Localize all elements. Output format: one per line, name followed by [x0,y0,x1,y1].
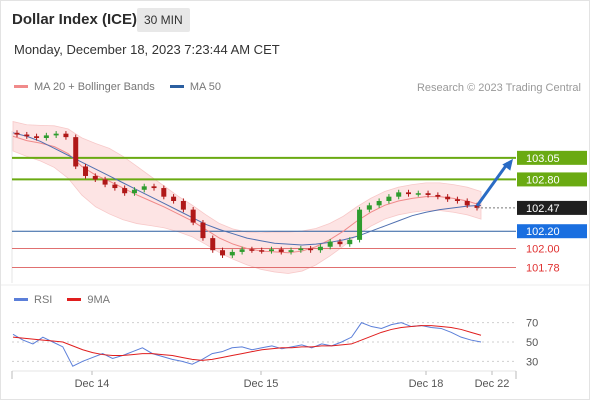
candle-body [239,249,245,252]
candle-body [435,194,441,197]
candle-body [73,137,79,167]
legend-swatch-ma20 [14,84,28,88]
candle-body [220,250,226,256]
candle-body [210,238,216,251]
candle-body [278,249,284,252]
candle-body [474,205,480,208]
x-tick-label: Dec 22 [475,378,510,390]
candle-body [347,239,353,245]
candle-body [131,189,137,194]
candle-body [141,186,147,190]
rsi-tick-label: 50 [526,337,538,349]
candle-body [405,192,411,195]
candle-body [445,196,451,200]
candle-body [327,241,333,247]
rsi-tick-label: 70 [526,318,538,330]
legend-item-rsi: RSI [14,294,52,306]
pivot-label-bg [517,224,587,239]
legend-item-9ma: 9MA [67,294,110,306]
projection-arrow [475,161,510,207]
legend-label-ma50: MA 50 [189,81,222,93]
legend-item-ma50: MA 50 [169,81,222,93]
support-label-1: 102.00 [526,243,560,255]
candle-body [268,249,274,252]
rsi-legend: RSI 9MA [14,294,122,306]
ma50-line [12,132,482,246]
resistance-label-2-bg [517,172,587,187]
candle-body [249,249,255,251]
candle-body [180,201,186,210]
candle-body [102,179,108,185]
candle-body [357,209,363,240]
candle-body [288,250,294,252]
candle-body [112,184,118,189]
candle-body [337,241,343,245]
candle-body [308,248,314,251]
candle-body [24,134,30,137]
resistance-label-1-bg [517,150,587,165]
last-price-label: 102.47 [526,203,560,215]
ma20-line [12,135,482,254]
candle-body [415,193,421,195]
candle-body [229,251,235,256]
candle-body [366,205,372,210]
legend-label-9ma: 9MA [87,294,111,306]
candle-body [53,133,59,136]
candle-body [200,222,206,239]
candle-body [298,248,304,251]
candle-body [122,188,128,194]
bollinger-band [12,121,482,274]
x-tick-label: Dec 15 [244,378,279,390]
instrument-title: Dollar Index (ICE) [12,11,138,28]
candle-body [161,188,167,197]
legend-label-rsi: RSI [34,294,53,306]
legend-label-ma20: MA 20 + Bollinger Bands [34,81,155,93]
resistance-label-1: 103.05 [526,153,560,165]
candle-body [454,199,460,201]
rsi-line [12,322,482,367]
x-tick-label: Dec 14 [75,378,110,390]
candle-body [386,196,392,201]
legend-item-ma20: MA 20 + Bollinger Bands [14,81,155,93]
rsi-tick-label: 30 [526,356,538,368]
candle-body [171,196,177,201]
legend-swatch-ma50 [169,84,184,88]
candle-body [83,166,89,176]
legend-swatch-rsi [14,297,28,301]
timeframe-badge[interactable]: 30 MIN [137,8,190,32]
research-credit: Research © 2023 Trading Central [416,82,581,94]
x-tick-label: Dec 18 [409,378,444,390]
resistance-label-2: 102.80 [526,174,560,186]
candle-body [464,201,470,206]
legend-swatch-9ma [67,297,82,301]
candle-body [43,135,49,138]
last-price-label-bg [517,200,587,215]
candle-body [259,250,265,252]
candle-body [425,193,431,195]
candle-body [151,186,157,189]
candle-body [396,192,402,197]
candle-body [92,175,98,180]
candle-body [14,132,20,135]
rsi-9ma-line [12,325,482,361]
projection-arrow-head [502,158,513,171]
support-label-2: 101.78 [526,262,560,274]
pivot-label: 102.20 [526,226,560,238]
candle-body [190,209,196,223]
candle-body [317,246,323,251]
datetime-text: Monday, December 18, 2023 7:23:44 AM CET [14,42,280,57]
price-legend: MA 20 + Bollinger Bands MA 50 [14,81,233,93]
candle-body [376,201,382,206]
candle-body [34,136,40,138]
candle-body [63,133,69,138]
